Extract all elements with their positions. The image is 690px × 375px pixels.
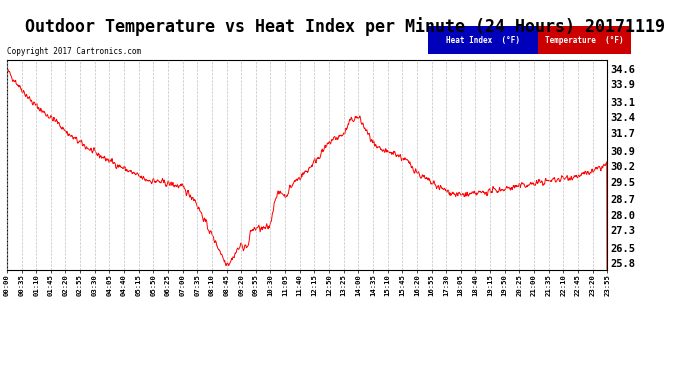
- Text: Outdoor Temperature vs Heat Index per Minute (24 Hours) 20171119: Outdoor Temperature vs Heat Index per Mi…: [25, 17, 665, 36]
- Text: Temperature  (°F): Temperature (°F): [546, 36, 624, 45]
- Text: Heat Index  (°F): Heat Index (°F): [446, 36, 520, 45]
- Text: Copyright 2017 Cartronics.com: Copyright 2017 Cartronics.com: [7, 47, 141, 56]
